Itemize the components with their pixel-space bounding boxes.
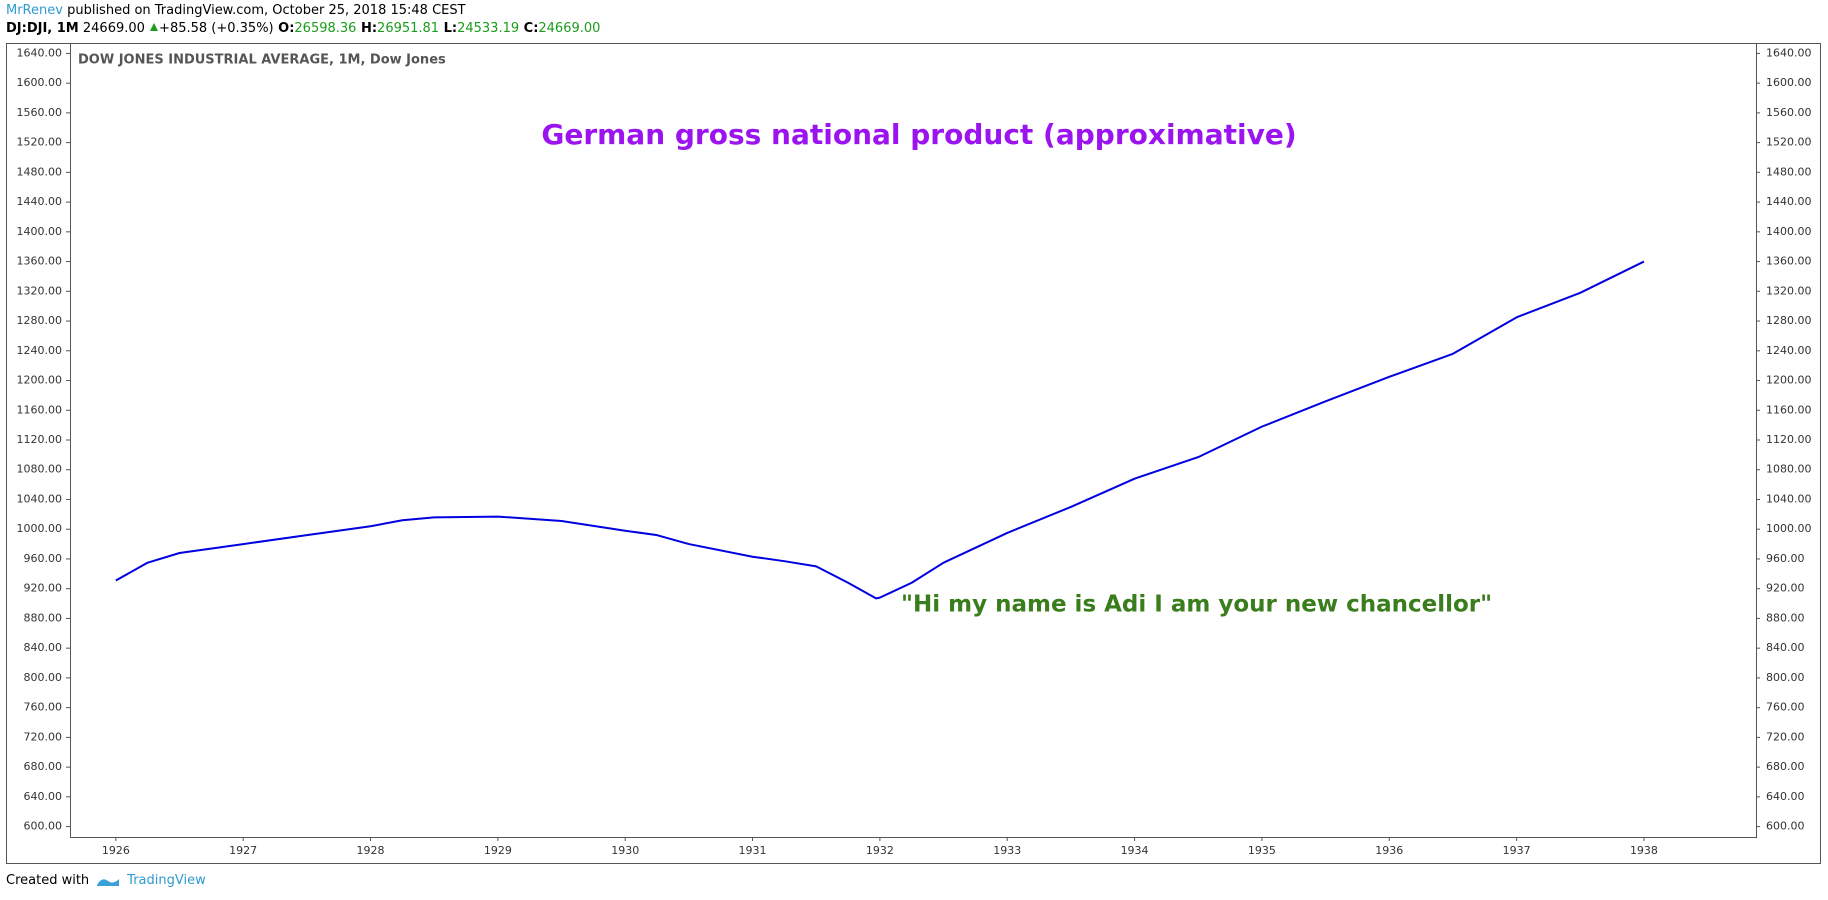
x-tick-label: 1928 — [357, 844, 385, 857]
y-tick-label: 680.00 — [24, 760, 63, 773]
brand-logo — [97, 878, 120, 886]
y-tick-label-right: 1320.00 — [1766, 284, 1812, 297]
y-tick-label-right: 1360.00 — [1766, 255, 1812, 268]
brand[interactable]: TradingView — [127, 873, 206, 888]
author[interactable]: MrRenev — [6, 3, 63, 18]
y-tick-label-right: 1000.00 — [1766, 522, 1812, 535]
y-tick-label-right: 800.00 — [1766, 671, 1805, 684]
x-tick-label: 1933 — [993, 844, 1021, 857]
y-tick-label: 1400.00 — [17, 225, 63, 238]
y-tick-label-right: 1240.00 — [1766, 344, 1812, 357]
y-tick-label: 960.00 — [24, 552, 63, 565]
y-tick-label-right: 1600.00 — [1766, 76, 1812, 89]
chart-title: DOW JONES INDUSTRIAL AVERAGE, 1M, Dow Jo… — [78, 53, 446, 68]
y-tick-label: 600.00 — [24, 820, 63, 833]
y-tick-label: 1160.00 — [17, 403, 63, 416]
y-tick-label-right: 720.00 — [1766, 730, 1805, 743]
published: published on TradingView.com, October 25… — [62, 3, 466, 18]
high: 26951.81 — [377, 21, 440, 36]
y-tick-label-right: 680.00 — [1766, 760, 1805, 773]
price: 24669.00 — [78, 21, 150, 36]
y-tick-label: 1440.00 — [17, 195, 63, 208]
y-tick-label-right: 1640.00 — [1766, 46, 1812, 59]
y-tick-label: 800.00 — [24, 671, 63, 684]
y-tick-label: 1040.00 — [17, 492, 63, 505]
x-tick-label: 1936 — [1375, 844, 1403, 857]
y-tick-label: 1640.00 — [17, 46, 63, 59]
x-tick-label: 1932 — [866, 844, 894, 857]
x-tick-label: 1930 — [611, 844, 639, 857]
x-tick-label: 1935 — [1248, 844, 1276, 857]
y-tick-label: 1480.00 — [17, 165, 63, 178]
y-tick-label-right: 1520.00 — [1766, 136, 1812, 149]
publish-line: MrRenev published on TradingView.com, Oc… — [6, 3, 466, 18]
y-tick-label: 840.00 — [24, 641, 63, 654]
y-tick-label-right: 1080.00 — [1766, 463, 1812, 476]
y-tick-label: 720.00 — [24, 730, 63, 743]
low: 24533.19 — [457, 21, 520, 36]
y-tick-label: 1600.00 — [17, 76, 63, 89]
y-tick-label: 760.00 — [24, 701, 63, 714]
y-tick-label-right: 600.00 — [1766, 820, 1805, 833]
y-tick-label: 1320.00 — [17, 284, 63, 297]
y-tick-label: 880.00 — [24, 611, 63, 624]
open-label: O: — [273, 21, 295, 36]
data-line — [115, 260, 1645, 600]
symbol: DJ:DJI, 1M — [6, 21, 79, 36]
y-tick-label-right: 1400.00 — [1766, 225, 1812, 238]
x-tick-label: 1938 — [1630, 844, 1658, 857]
y-tick-label: 920.00 — [24, 582, 63, 595]
x-tick-label: 1937 — [1503, 844, 1531, 857]
annotation-quote: "Hi my name is Adi I am your new chancel… — [901, 592, 1492, 618]
y-tick-label: 1000.00 — [17, 522, 63, 535]
y-tick-label: 1560.00 — [17, 106, 63, 119]
open: 26598.36 — [294, 21, 357, 36]
y-tick-label-right: 840.00 — [1766, 641, 1805, 654]
y-tick-label-right: 1480.00 — [1766, 165, 1812, 178]
change: +85.58 (+0.35%) — [159, 21, 274, 36]
y-tick-label-right: 1120.00 — [1766, 433, 1812, 446]
y-tick-label-right: 1560.00 — [1766, 106, 1812, 119]
y-tick-label-right: 1280.00 — [1766, 314, 1812, 327]
y-tick-label: 1080.00 — [17, 463, 63, 476]
y-tick-label: 640.00 — [24, 790, 63, 803]
low-label: L: — [439, 21, 458, 36]
y-tick-label-right: 1040.00 — [1766, 492, 1812, 505]
y-tick-label-right: 960.00 — [1766, 552, 1805, 565]
y-tick-label: 1240.00 — [17, 344, 63, 357]
y-tick-label-right: 640.00 — [1766, 790, 1805, 803]
footer: Created with TradingView — [6, 873, 206, 888]
y-tick-label: 1520.00 — [17, 136, 63, 149]
x-tick-label: 1926 — [102, 844, 130, 857]
created-with: Created with — [6, 873, 90, 888]
up-arrow — [150, 23, 159, 31]
quote-line: DJ:DJI, 1M 24669.00 +85.58 (+0.35%) O:26… — [6, 21, 600, 36]
chart-frame — [6, 43, 1821, 864]
y-tick-label-right: 1200.00 — [1766, 374, 1812, 387]
close-label: C: — [519, 21, 539, 36]
y-tick-label: 1280.00 — [17, 314, 63, 327]
y-tick-label-right: 880.00 — [1766, 611, 1805, 624]
x-tick-label: 1934 — [1121, 844, 1149, 857]
y-tick-label-right: 760.00 — [1766, 701, 1805, 714]
y-tick-label: 1120.00 — [17, 433, 63, 446]
annotation-title: German gross national product (approxima… — [541, 118, 1296, 151]
x-tick-label: 1931 — [739, 844, 767, 857]
y-tick-label: 1200.00 — [17, 374, 63, 387]
y-tick-label-right: 1440.00 — [1766, 195, 1812, 208]
y-tick-label-right: 1160.00 — [1766, 403, 1812, 416]
x-tick-label: 1927 — [229, 844, 257, 857]
y-tick-label-right: 920.00 — [1766, 582, 1805, 595]
high-label: H: — [356, 21, 378, 36]
close: 24669.00 — [538, 21, 601, 36]
x-tick-label: 1929 — [484, 844, 512, 857]
y-tick-label: 1360.00 — [17, 255, 63, 268]
